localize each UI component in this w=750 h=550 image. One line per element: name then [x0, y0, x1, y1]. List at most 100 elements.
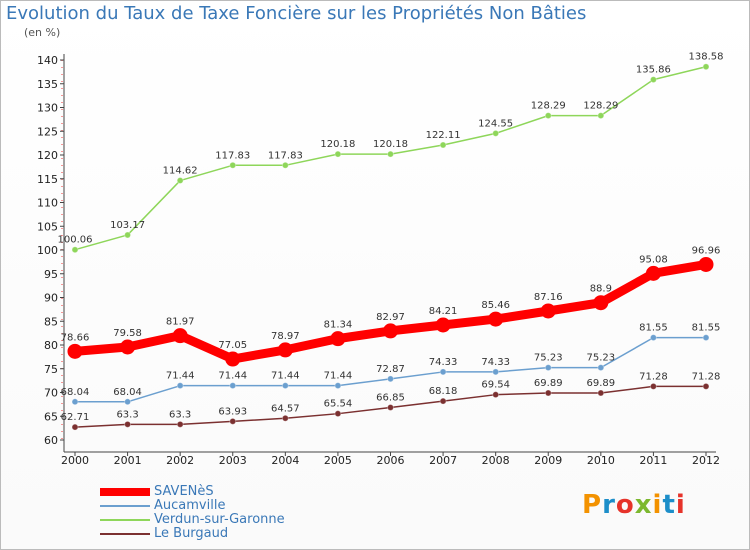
- data-label: 120.18: [320, 139, 355, 150]
- logo-letter: x: [634, 490, 653, 520]
- data-point: [439, 368, 447, 376]
- data-point: [649, 76, 657, 84]
- x-tick-label: 2007: [429, 454, 457, 467]
- data-label: 64.57: [271, 403, 300, 414]
- data-label: 66.85: [376, 392, 405, 403]
- data-label: 71.44: [218, 371, 247, 382]
- data-point: [439, 397, 447, 405]
- x-tick-label: 2012: [692, 454, 720, 467]
- logo-letter: o: [615, 490, 635, 520]
- data-label: 65.54: [324, 399, 353, 410]
- data-point: [229, 382, 237, 390]
- data-point: [492, 129, 500, 137]
- data-label: 81.55: [692, 323, 721, 334]
- data-label: 122.11: [426, 130, 461, 141]
- data-point: [439, 141, 447, 149]
- data-point: [492, 368, 500, 376]
- logo-letter: i: [675, 490, 686, 520]
- data-label: 85.46: [481, 300, 510, 311]
- y-tick-label: 115: [37, 173, 58, 186]
- data-point: [597, 364, 605, 372]
- series-line-Verdun-sur-Garonne: [74, 66, 707, 251]
- data-point: [387, 375, 394, 383]
- chart-title: Evolution du Taux de Taxe Foncière sur l…: [6, 3, 587, 24]
- y-tick-label: 140: [37, 54, 58, 67]
- data-label: 100.06: [58, 235, 93, 246]
- data-point: [544, 112, 552, 120]
- legend-swatch: [100, 488, 150, 496]
- data-point: [176, 420, 184, 428]
- data-point: [71, 398, 79, 406]
- x-tick-label: 2004: [271, 454, 299, 467]
- data-label: 72.87: [376, 364, 405, 375]
- legend-label: Le Burgaud: [154, 526, 229, 541]
- data-point: [277, 342, 293, 358]
- data-point: [387, 150, 394, 158]
- data-label: 117.83: [268, 150, 303, 161]
- y-tick-label: 75: [44, 363, 58, 376]
- legend-item: SAVENèS: [100, 484, 360, 499]
- data-point: [120, 339, 136, 355]
- data-label: 62.71: [61, 412, 90, 423]
- data-point: [702, 382, 710, 390]
- data-label: 87.16: [534, 292, 563, 303]
- data-label: 124.55: [478, 118, 513, 129]
- data-point: [281, 161, 289, 169]
- data-label: 81.55: [639, 323, 668, 334]
- y-tick-label: 90: [44, 292, 58, 305]
- data-label: 71.44: [324, 371, 353, 382]
- data-point: [330, 331, 346, 347]
- data-label: 117.83: [215, 150, 250, 161]
- legend-swatch: [100, 533, 150, 535]
- data-label: 77.05: [218, 340, 247, 351]
- data-label: 74.33: [429, 357, 458, 368]
- x-tick-label: 2003: [219, 454, 247, 467]
- data-point: [281, 414, 289, 422]
- data-point: [645, 265, 661, 281]
- logo-letter: P: [582, 490, 603, 520]
- data-label: 63.93: [218, 406, 247, 417]
- data-label: 103.17: [110, 220, 145, 231]
- logo-letter: t: [662, 490, 676, 520]
- data-label: 81.97: [166, 317, 195, 328]
- legend-label: Aucamville: [154, 498, 226, 513]
- x-tick-label: 2006: [377, 454, 405, 467]
- data-label: 71.28: [639, 371, 668, 382]
- data-point: [540, 303, 556, 319]
- y-tick-label: 110: [37, 197, 58, 210]
- logo-letter: i: [652, 490, 663, 520]
- data-label: 95.08: [639, 254, 668, 265]
- legend-item: Le Burgaud: [100, 526, 360, 541]
- data-label: 63.3: [169, 409, 191, 420]
- y-tick-label: 85: [44, 315, 58, 328]
- data-point: [172, 328, 188, 344]
- data-point: [702, 63, 710, 71]
- data-label: 69.54: [481, 380, 510, 391]
- data-point: [597, 112, 605, 120]
- data-point: [225, 351, 241, 367]
- data-label: 74.33: [481, 357, 510, 368]
- x-tick-label: 2008: [482, 454, 510, 467]
- x-tick-label: 2001: [114, 454, 142, 467]
- proxiti-logo: Proxiti: [582, 490, 686, 520]
- data-label: 69.89: [587, 378, 616, 389]
- legend: SAVENèS Aucamville Verdun-sur-Garonne Le Bu…: [100, 484, 360, 541]
- data-point: [334, 410, 342, 418]
- data-label: 128.29: [583, 101, 618, 112]
- x-tick-label: 2011: [639, 454, 667, 467]
- data-point: [176, 177, 184, 185]
- data-label: 63.3: [116, 409, 138, 420]
- data-label: 138.58: [689, 52, 724, 63]
- data-label: 71.28: [692, 371, 721, 382]
- data-point: [229, 417, 237, 425]
- data-point: [698, 256, 714, 272]
- data-point: [124, 398, 132, 406]
- data-label: 69.89: [534, 378, 563, 389]
- data-label: 81.34: [324, 320, 353, 331]
- data-point: [334, 150, 342, 158]
- data-point: [544, 389, 552, 397]
- data-label: 78.97: [271, 331, 300, 342]
- data-label: 75.23: [534, 353, 563, 364]
